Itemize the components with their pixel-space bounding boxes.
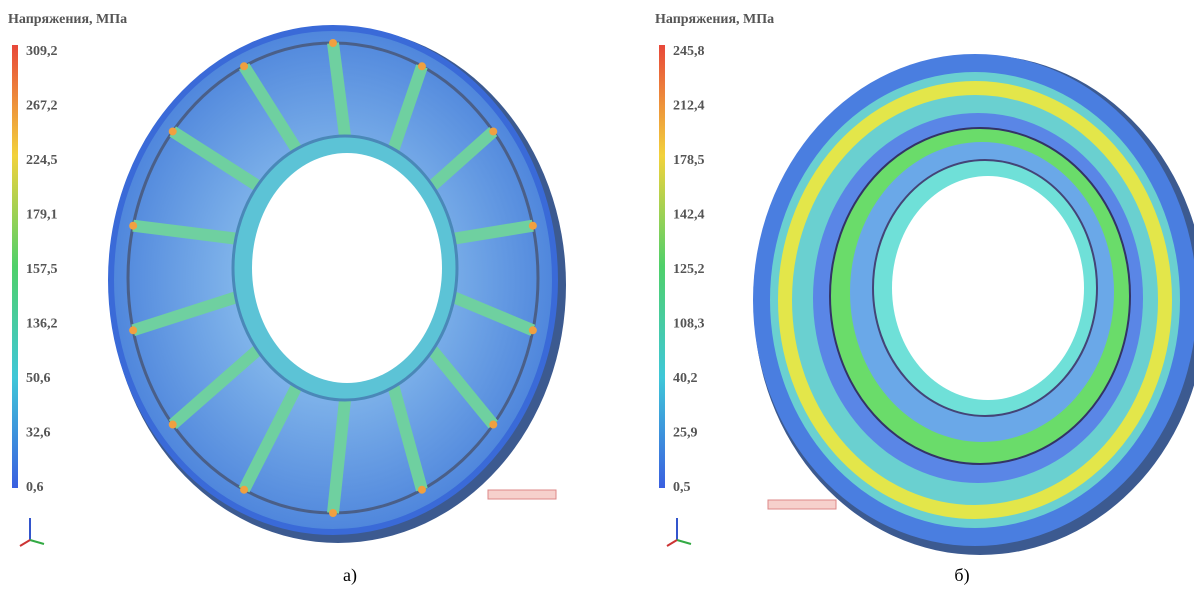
scale-label: 50,6 xyxy=(26,371,51,386)
scale-label: 309,2 xyxy=(26,44,58,59)
scale-label: 40,2 xyxy=(673,371,698,386)
scale-label: 179,1 xyxy=(26,208,58,223)
scale-label: 224,5 xyxy=(26,153,58,168)
hotspot xyxy=(489,127,497,135)
hotspot xyxy=(129,326,137,334)
scale-label: 25,9 xyxy=(673,426,698,441)
scale-label: 245,8 xyxy=(673,44,705,59)
scale-label: 32,6 xyxy=(26,426,51,441)
legend-title: Напряжения, МПа xyxy=(655,12,774,27)
scale-label: 0,5 xyxy=(673,480,691,495)
hotspot xyxy=(129,222,137,230)
scale-label: 108,3 xyxy=(673,317,705,332)
scale-label: 178,5 xyxy=(673,153,705,168)
scale-label: 0,6 xyxy=(26,480,44,495)
model-a xyxy=(110,27,566,543)
hotspot xyxy=(418,62,426,70)
hotspot xyxy=(240,486,248,494)
color-scale xyxy=(12,45,18,488)
scale-label: 136,2 xyxy=(26,317,58,332)
hotspot xyxy=(169,421,177,429)
scale-label: 267,2 xyxy=(26,99,58,114)
scale-label: 142,4 xyxy=(673,208,705,223)
hotspot xyxy=(169,127,177,135)
axis-icon xyxy=(30,540,44,544)
axis-icon xyxy=(677,540,691,544)
legend-title: Напряжения, МПа xyxy=(8,12,127,27)
scale-label: 125,2 xyxy=(673,262,705,277)
hotspot xyxy=(240,62,248,70)
caption: а) xyxy=(343,565,357,586)
axis-icon xyxy=(667,540,677,546)
figure: Напряжения, МПа 309,2 267,2 224,5 179,1 157,5… xyxy=(0,0,1194,594)
hotspot xyxy=(489,421,497,429)
scale-label: 212,4 xyxy=(673,99,705,114)
scale-label: 157,5 xyxy=(26,262,58,277)
axis-icon xyxy=(20,540,30,546)
model-b xyxy=(753,54,1194,555)
hotspot xyxy=(529,326,537,334)
hotspot xyxy=(329,509,337,517)
caption: б) xyxy=(954,565,969,586)
hotspot xyxy=(418,486,426,494)
color-scale xyxy=(659,45,665,488)
hotspot xyxy=(329,39,337,47)
hotspot xyxy=(529,222,537,230)
